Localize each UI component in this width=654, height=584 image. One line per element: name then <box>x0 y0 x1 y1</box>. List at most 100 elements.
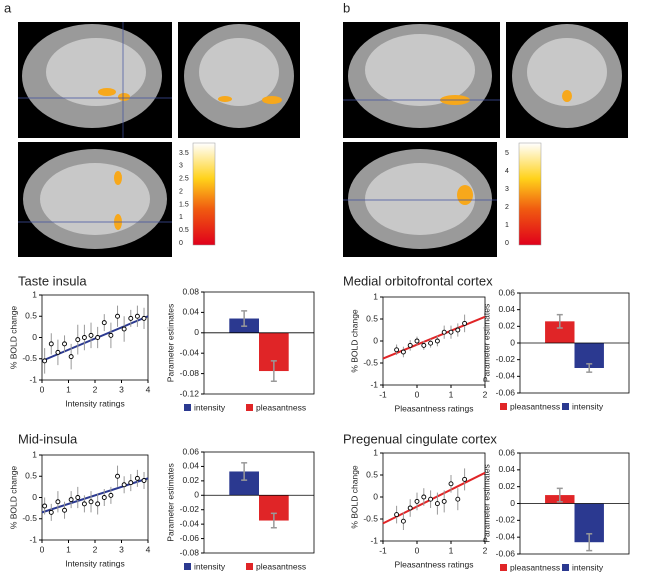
data-point <box>55 499 61 505</box>
legend-swatch <box>246 563 253 570</box>
data-point <box>394 512 400 518</box>
data-point <box>75 495 81 500</box>
region-title: Mid-insula <box>18 431 78 446</box>
y-axis-label: % BOLD change <box>349 465 359 529</box>
data-point <box>400 518 406 524</box>
data-point <box>414 498 420 504</box>
y-tick-label: 0.04 <box>182 461 199 471</box>
y-tick-label: -0.06 <box>496 548 516 558</box>
plot-frame <box>203 291 315 395</box>
data-point <box>434 501 440 507</box>
data-point <box>115 473 120 479</box>
y-tick-label: 0.06 <box>498 447 515 457</box>
colorbar-tick-label: 1 <box>179 214 183 221</box>
y-tick-label: 0 <box>510 498 515 508</box>
y-tick-label: 0.02 <box>498 321 515 331</box>
y-tick-label: -0.08 <box>180 368 200 378</box>
y-tick-label: -1 <box>29 374 37 384</box>
data-point <box>68 354 74 360</box>
region-title: Pregenual cingulate cortex <box>343 431 497 446</box>
data-point <box>141 315 147 321</box>
colorbar-tick-label: 2 <box>179 188 183 195</box>
y-tick-label: 0.04 <box>498 304 515 314</box>
x-tick-label: 3 <box>119 544 124 554</box>
y-tick-label: -1 <box>370 379 378 389</box>
y-tick-label: -1 <box>29 534 37 544</box>
x-tick-label: 4 <box>146 544 151 554</box>
y-tick-label: -0.5 <box>363 357 378 367</box>
x-tick-label: 1 <box>449 545 454 555</box>
x-axis-label: Pleasantness ratings <box>395 403 474 413</box>
x-tick-label: 2 <box>483 389 488 399</box>
data-point <box>95 335 101 340</box>
data-point <box>128 480 134 486</box>
y-tick-label: -0.02 <box>180 504 200 514</box>
data-point <box>441 329 447 335</box>
data-point <box>48 341 54 347</box>
panel-label: b <box>343 0 350 15</box>
legend-swatch <box>184 404 191 411</box>
colorbar-tick-label: 2.5 <box>179 176 189 183</box>
legend-label: pleasantness <box>256 402 306 412</box>
legend-label: intensity <box>194 402 226 412</box>
data-point <box>81 501 87 507</box>
data-point <box>95 501 101 507</box>
colorbar-tick-label: 3 <box>505 186 509 193</box>
data-point <box>448 481 454 487</box>
y-tick-label: -0.04 <box>496 531 516 541</box>
x-tick-label: 2 <box>483 545 488 555</box>
y-tick-label: 0 <box>32 492 37 502</box>
y-tick-label: 0 <box>194 327 199 337</box>
legend-swatch <box>562 403 569 410</box>
x-tick-label: 2 <box>93 384 98 394</box>
y-tick-label: 0.04 <box>182 307 199 317</box>
data-point <box>68 497 74 503</box>
y-tick-label: 0.5 <box>366 469 378 479</box>
x-tick-label: 0 <box>415 389 420 399</box>
data-point <box>441 498 447 504</box>
data-point <box>88 332 94 338</box>
data-point <box>462 476 468 482</box>
x-tick-label: 2 <box>93 544 98 554</box>
colorbar-tick-label: 1 <box>505 222 509 229</box>
colorbar-tick-label: 3 <box>179 163 183 170</box>
data-point <box>88 499 94 505</box>
data-point <box>134 475 140 481</box>
colorbar-tick-label: 3.5 <box>179 150 189 157</box>
legend-swatch <box>246 404 253 411</box>
y-tick-label: 0 <box>32 332 37 342</box>
fit-line <box>382 315 486 360</box>
data-point <box>62 341 67 347</box>
data-point <box>407 342 413 348</box>
x-tick-label: 3 <box>119 384 124 394</box>
y-tick-label: 0.5 <box>25 471 37 481</box>
data-point <box>55 349 61 355</box>
panel-label: a <box>4 0 12 15</box>
x-tick-label: 1 <box>66 544 71 554</box>
y-tick-label: 0.02 <box>498 481 515 491</box>
y-tick-label: 1 <box>32 289 37 299</box>
bar <box>229 471 259 496</box>
y-tick-label: -0.5 <box>22 353 37 363</box>
y-tick-label: 0 <box>194 490 199 500</box>
x-tick-label: 1 <box>449 389 454 399</box>
legend-swatch <box>184 563 191 570</box>
y-tick-label: 0.04 <box>498 464 515 474</box>
y-tick-label: -0.5 <box>22 513 37 523</box>
y-tick-label: -0.04 <box>496 371 516 381</box>
x-axis-label: Intensity ratings <box>65 558 125 568</box>
data-point <box>421 342 427 348</box>
data-point <box>400 349 406 355</box>
data-point <box>407 505 413 511</box>
y-tick-label: -0.08 <box>180 547 200 557</box>
data-point <box>421 494 427 500</box>
colorbar-tick-label: 4 <box>505 168 509 175</box>
colorbar-tick-label: 0 <box>505 240 509 247</box>
legend-swatch <box>500 564 507 571</box>
y-tick-label: 0.5 <box>25 311 37 321</box>
legend-label: pleasantness <box>510 562 560 572</box>
y-axis-label: Parameter estimates <box>165 304 175 382</box>
data-point <box>42 503 48 509</box>
data-point <box>121 482 127 488</box>
